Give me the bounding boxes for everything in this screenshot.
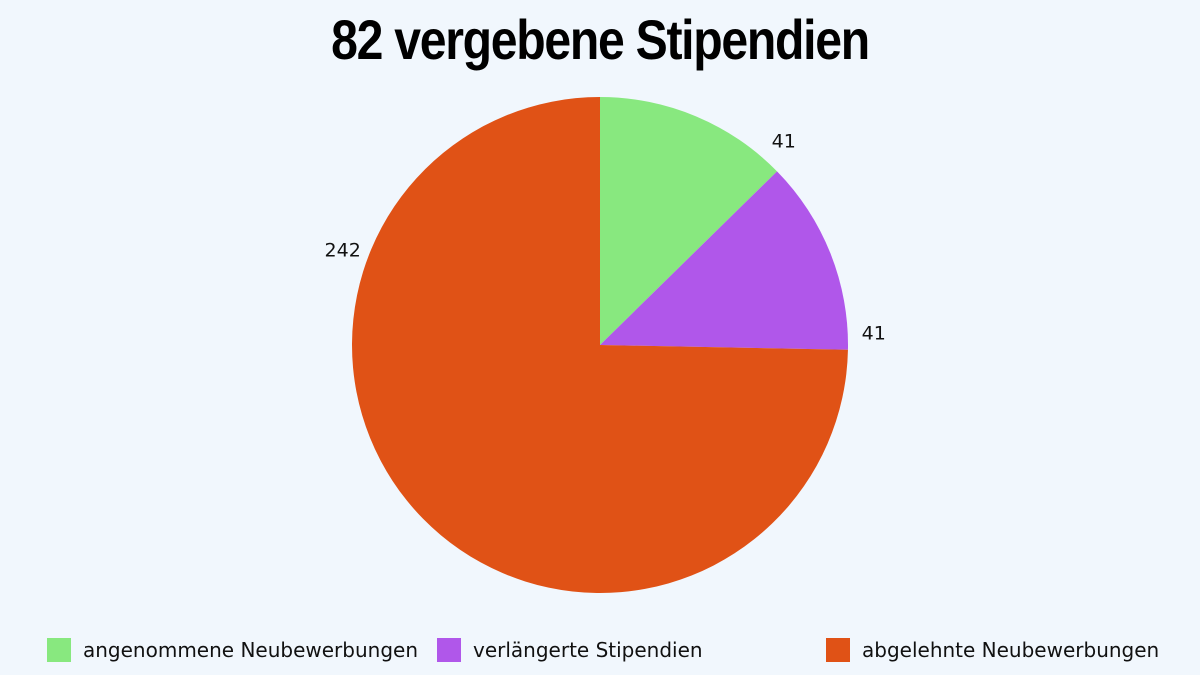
legend-item-angenommene[interactable]: angenommene Neubewerbungen — [47, 634, 418, 666]
legend-label: verlängerte Stipendien — [473, 638, 703, 662]
legend-item-abgelehnte[interactable]: abgelehnte Neubewerbungen — [826, 634, 1159, 666]
legend-swatch-angenommene — [47, 638, 71, 662]
pie-slice-verlaengerte[interactable] — [600, 171, 848, 350]
pie-slices — [352, 97, 848, 593]
legend-swatch-abgelehnte — [826, 638, 850, 662]
data-label-abgelehnte: 242 — [325, 239, 361, 261]
pie-slice-angenommene[interactable] — [600, 97, 778, 345]
chart-title: 82 vergebene Stipendien — [331, 8, 870, 71]
data-label-angenommene: 41 — [772, 130, 796, 152]
legend-label: abgelehnte Neubewerbungen — [862, 638, 1160, 662]
pie-slice-abgelehnte[interactable] — [352, 97, 848, 593]
legend-item-verlaengerte[interactable]: verlängerte Stipendien — [437, 634, 703, 666]
legend: angenommene Neubewerbungen verlängerte S… — [0, 634, 1200, 668]
legend-swatch-verlaengerte — [437, 638, 461, 662]
data-label-verlaengerte: 41 — [862, 322, 886, 344]
pie-data-labels: 41 41 242 — [325, 130, 886, 344]
legend-label: angenommene Neubewerbungen — [83, 638, 418, 662]
